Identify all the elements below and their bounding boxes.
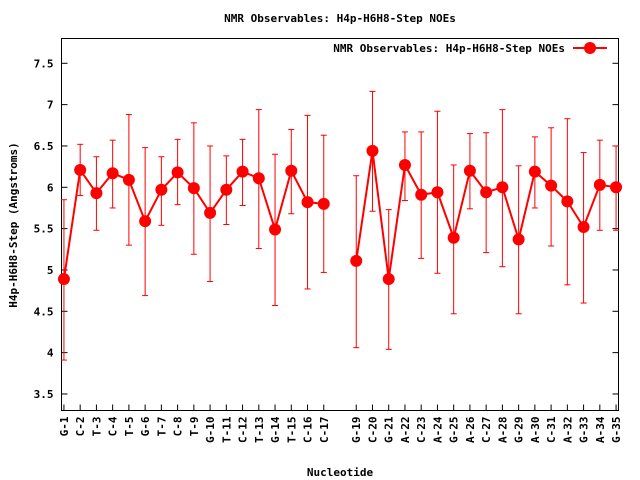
x-tick-label: C-23 xyxy=(415,417,428,444)
x-tick-label: A-26 xyxy=(464,416,477,443)
x-tick-label: C-12 xyxy=(237,417,250,444)
x-tick-label: C-4 xyxy=(107,416,120,436)
data-point xyxy=(415,188,428,201)
x-tick-label: C-16 xyxy=(302,416,315,443)
data-point xyxy=(171,166,184,179)
data-point xyxy=(447,231,460,244)
data-point xyxy=(577,220,590,233)
x-tick-label: C-2 xyxy=(74,417,87,437)
data-point xyxy=(431,186,444,199)
x-axis-label: Nucleotide xyxy=(307,466,374,479)
x-tick-label: T-7 xyxy=(155,417,168,437)
x-tick-label: G-29 xyxy=(513,417,526,444)
y-ticks: 3.5 4 4.5 5 5.5 6 6.5 7 7.5 xyxy=(34,57,619,401)
data-point xyxy=(204,206,217,219)
data-point xyxy=(122,173,135,186)
data-point xyxy=(317,197,330,210)
data-point xyxy=(269,223,282,236)
x-tick-label: A-24 xyxy=(431,416,444,443)
legend: NMR Observables: H4p-H6H8-Step NOEs xyxy=(333,42,607,55)
x-tick-label: T-11 xyxy=(220,416,233,443)
y-tick-label: 4 xyxy=(47,347,54,360)
y-axis-label: H4p-H6H8-Step (Angstroms) xyxy=(7,142,20,308)
data-point xyxy=(106,167,119,180)
x-tick-label: C-27 xyxy=(480,417,493,444)
data-point xyxy=(593,178,606,191)
y-tick-label: 6 xyxy=(47,181,54,194)
data-point xyxy=(463,164,476,177)
x-tick-label: T-3 xyxy=(90,417,103,437)
data-points xyxy=(57,144,623,286)
data-point xyxy=(610,181,623,194)
x-tick-label: G-25 xyxy=(448,417,461,444)
y-tick-label: 7 xyxy=(47,99,54,112)
data-point xyxy=(57,273,70,286)
data-point xyxy=(285,164,298,177)
x-tick-label: G-1 xyxy=(58,416,71,436)
data-point xyxy=(366,144,379,157)
data-point xyxy=(301,196,314,209)
x-tick-label: G-21 xyxy=(383,416,396,443)
x-tick-label: T-5 xyxy=(123,417,136,437)
x-tick-label: G-6 xyxy=(139,416,152,436)
x-tick-label: A-22 xyxy=(399,417,412,444)
data-point xyxy=(480,186,493,199)
data-point xyxy=(561,195,574,208)
y-tick-label: 5 xyxy=(47,264,54,277)
x-tick-label: G-19 xyxy=(350,417,363,444)
plot-frame xyxy=(61,38,619,411)
y-tick-label: 3.5 xyxy=(34,388,54,401)
x-tick-label: A-34 xyxy=(594,416,607,443)
legend-label: NMR Observables: H4p-H6H8-Step NOEs xyxy=(333,42,565,55)
x-tick-label: G-33 xyxy=(578,417,591,444)
x-tick-label: C-17 xyxy=(318,417,331,444)
y-tick-label: 5.5 xyxy=(34,223,54,236)
x-tick-label: G-35 xyxy=(610,417,623,444)
data-point xyxy=(398,158,411,171)
data-point xyxy=(252,172,265,185)
x-tick-label: A-28 xyxy=(496,417,509,444)
data-point xyxy=(236,165,249,178)
data-point xyxy=(382,273,395,286)
data-point xyxy=(74,163,87,176)
data-point xyxy=(545,179,558,192)
data-point xyxy=(512,233,525,246)
data-point xyxy=(187,182,200,195)
x-tick-label: C-8 xyxy=(172,417,185,437)
x-tick-label: G-10 xyxy=(204,417,217,444)
data-point xyxy=(139,215,152,228)
data-point xyxy=(155,183,168,196)
x-tick-label: T-9 xyxy=(188,417,201,437)
data-point xyxy=(220,183,233,196)
x-tick-label: T-15 xyxy=(285,417,298,444)
data-point xyxy=(90,187,103,200)
data-point xyxy=(528,165,541,178)
x-ticks: G-1 C-2 T-3 C-4 T-5 G-6 T-7 C-8 T-9 G-10 T-11 C-12 T… xyxy=(58,404,623,444)
x-tick-label: A-32 xyxy=(561,417,574,444)
x-tick-label: G-14 xyxy=(269,416,282,443)
data-point xyxy=(496,181,509,194)
x-tick-label: C-31 xyxy=(545,416,558,443)
y-tick-label: 4.5 xyxy=(34,305,54,318)
data-point xyxy=(350,254,363,267)
y-tick-label: 7.5 xyxy=(34,57,54,70)
y-tick-label: 6.5 xyxy=(34,140,54,153)
x-tick-label: A-30 xyxy=(529,417,542,444)
legend-marker xyxy=(584,42,596,54)
x-tick-label: C-20 xyxy=(366,417,379,444)
x-tick-label: T-13 xyxy=(253,417,266,444)
chart-title: NMR Observables: H4p-H6H8-Step NOEs xyxy=(224,12,456,25)
